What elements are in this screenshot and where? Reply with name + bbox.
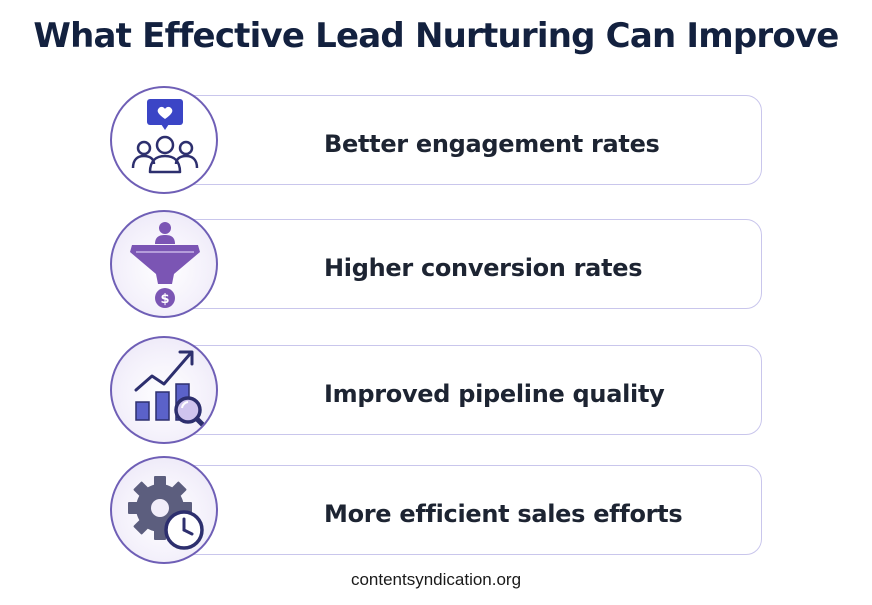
- svg-text:$: $: [160, 292, 169, 307]
- icon-circle: [110, 336, 218, 444]
- list-item-conversion: Higher conversion rates $: [110, 210, 764, 318]
- item-card: Higher conversion rates: [166, 219, 762, 309]
- footer-source: contentsyndication.org: [350, 570, 522, 589]
- engagement-users-heart-icon: [131, 99, 199, 174]
- item-card: Better engagement rates: [166, 95, 762, 185]
- icon-circle: [110, 456, 218, 564]
- item-label: Improved pipeline quality: [324, 380, 665, 408]
- gear-clock-icon: [128, 476, 204, 550]
- item-label: Better engagement rates: [324, 130, 660, 158]
- item-label: More efficient sales efforts: [324, 500, 683, 528]
- list-item-pipeline: Improved pipeline quality: [110, 336, 764, 444]
- item-card: Improved pipeline quality: [166, 345, 762, 435]
- item-label: Higher conversion rates: [324, 254, 643, 282]
- page-title: What Effective Lead Nurturing Can Improv…: [33, 16, 839, 56]
- icon-circle: $: [110, 210, 218, 318]
- item-card: More efficient sales efforts: [166, 465, 762, 555]
- list-item-efficiency: More efficient sales efforts: [110, 456, 764, 564]
- list-item-engagement: Better engagement rates: [110, 86, 764, 194]
- pipeline-chart-magnifier-icon: [134, 350, 211, 433]
- conversion-funnel-dollar-icon: $: [130, 222, 200, 308]
- icon-circle: [110, 86, 218, 194]
